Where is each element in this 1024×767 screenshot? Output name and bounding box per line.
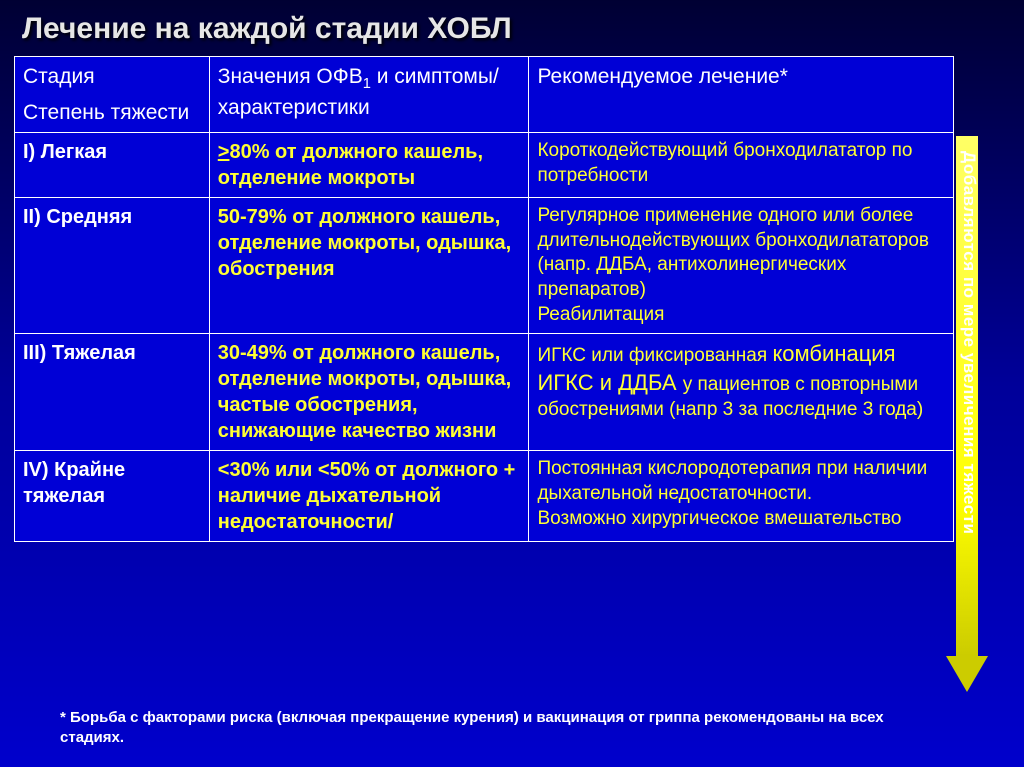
footnote-text: * Борьба с факторами риска (включая прек… xyxy=(60,708,940,747)
treatment-cell-1: Короткодействующий бронходилататор по по… xyxy=(529,132,954,197)
treatment-table: Стадия Степень тяжести Значения ОФВ1 и с… xyxy=(14,56,954,542)
table-row: IV) Крайне тяжелая <30% или <50% от долж… xyxy=(15,451,954,542)
header-stage-line2: Степень тяжести xyxy=(23,99,201,126)
stage-cell-2: II) Средняя xyxy=(15,197,210,333)
header-symptoms-text: Значения ОФВ1 и симптомы/характеристики xyxy=(218,65,499,119)
header-treatment-text: Рекомендуемое лечение* xyxy=(537,65,787,88)
stage-cell-3: III) Тяжелая xyxy=(15,334,210,451)
header-treatment: Рекомендуемое лечение* xyxy=(529,57,954,133)
header-symptoms: Значения ОФВ1 и симптомы/характеристики xyxy=(209,57,529,133)
treat3-pre: ИГКС или фиксированная xyxy=(537,345,772,366)
severity-arrow: Добавляются по мере увеличения тяжести xyxy=(952,56,982,542)
header-stage-line1: Стадия xyxy=(23,65,95,88)
table-row: III) Тяжелая 30-49% от должного кашель, … xyxy=(15,334,954,451)
arrow-head-icon xyxy=(946,656,988,692)
arrow-label: Добавляются по мере увеличения тяжести xyxy=(955,151,979,651)
stage-cell-4: IV) Крайне тяжелая xyxy=(15,451,210,542)
treatment-cell-2: Регулярное применение одного или более д… xyxy=(529,197,954,333)
slide-title: Лечение на каждой стадии ХОБЛ xyxy=(0,0,1024,46)
symptoms-cell-3: 30-49% от должного кашель, отделение мок… xyxy=(209,334,529,451)
symptoms-cell-4: <30% или <50% от должного + наличие дыха… xyxy=(209,451,529,542)
table-header-row: Стадия Степень тяжести Значения ОФВ1 и с… xyxy=(15,57,954,133)
table-row: I) Легкая >80% от должного кашель, отдел… xyxy=(15,132,954,197)
treatment-cell-3: ИГКС или фиксированная комбинация ИГКС и… xyxy=(529,334,954,451)
treatment-cell-4: Постоянная кислородотерапия при наличии … xyxy=(529,451,954,542)
stage-cell-1: I) Легкая xyxy=(15,132,210,197)
table-row: II) Средняя 50-79% от должного кашель, о… xyxy=(15,197,954,333)
header-stage: Стадия Степень тяжести xyxy=(15,57,210,133)
content-area: Стадия Степень тяжести Значения ОФВ1 и с… xyxy=(14,56,984,542)
symptoms-cell-1: >80% от должного кашель, отделение мокро… xyxy=(209,132,529,197)
symptoms-cell-2: 50-79% от должного кашель, отделение мок… xyxy=(209,197,529,333)
